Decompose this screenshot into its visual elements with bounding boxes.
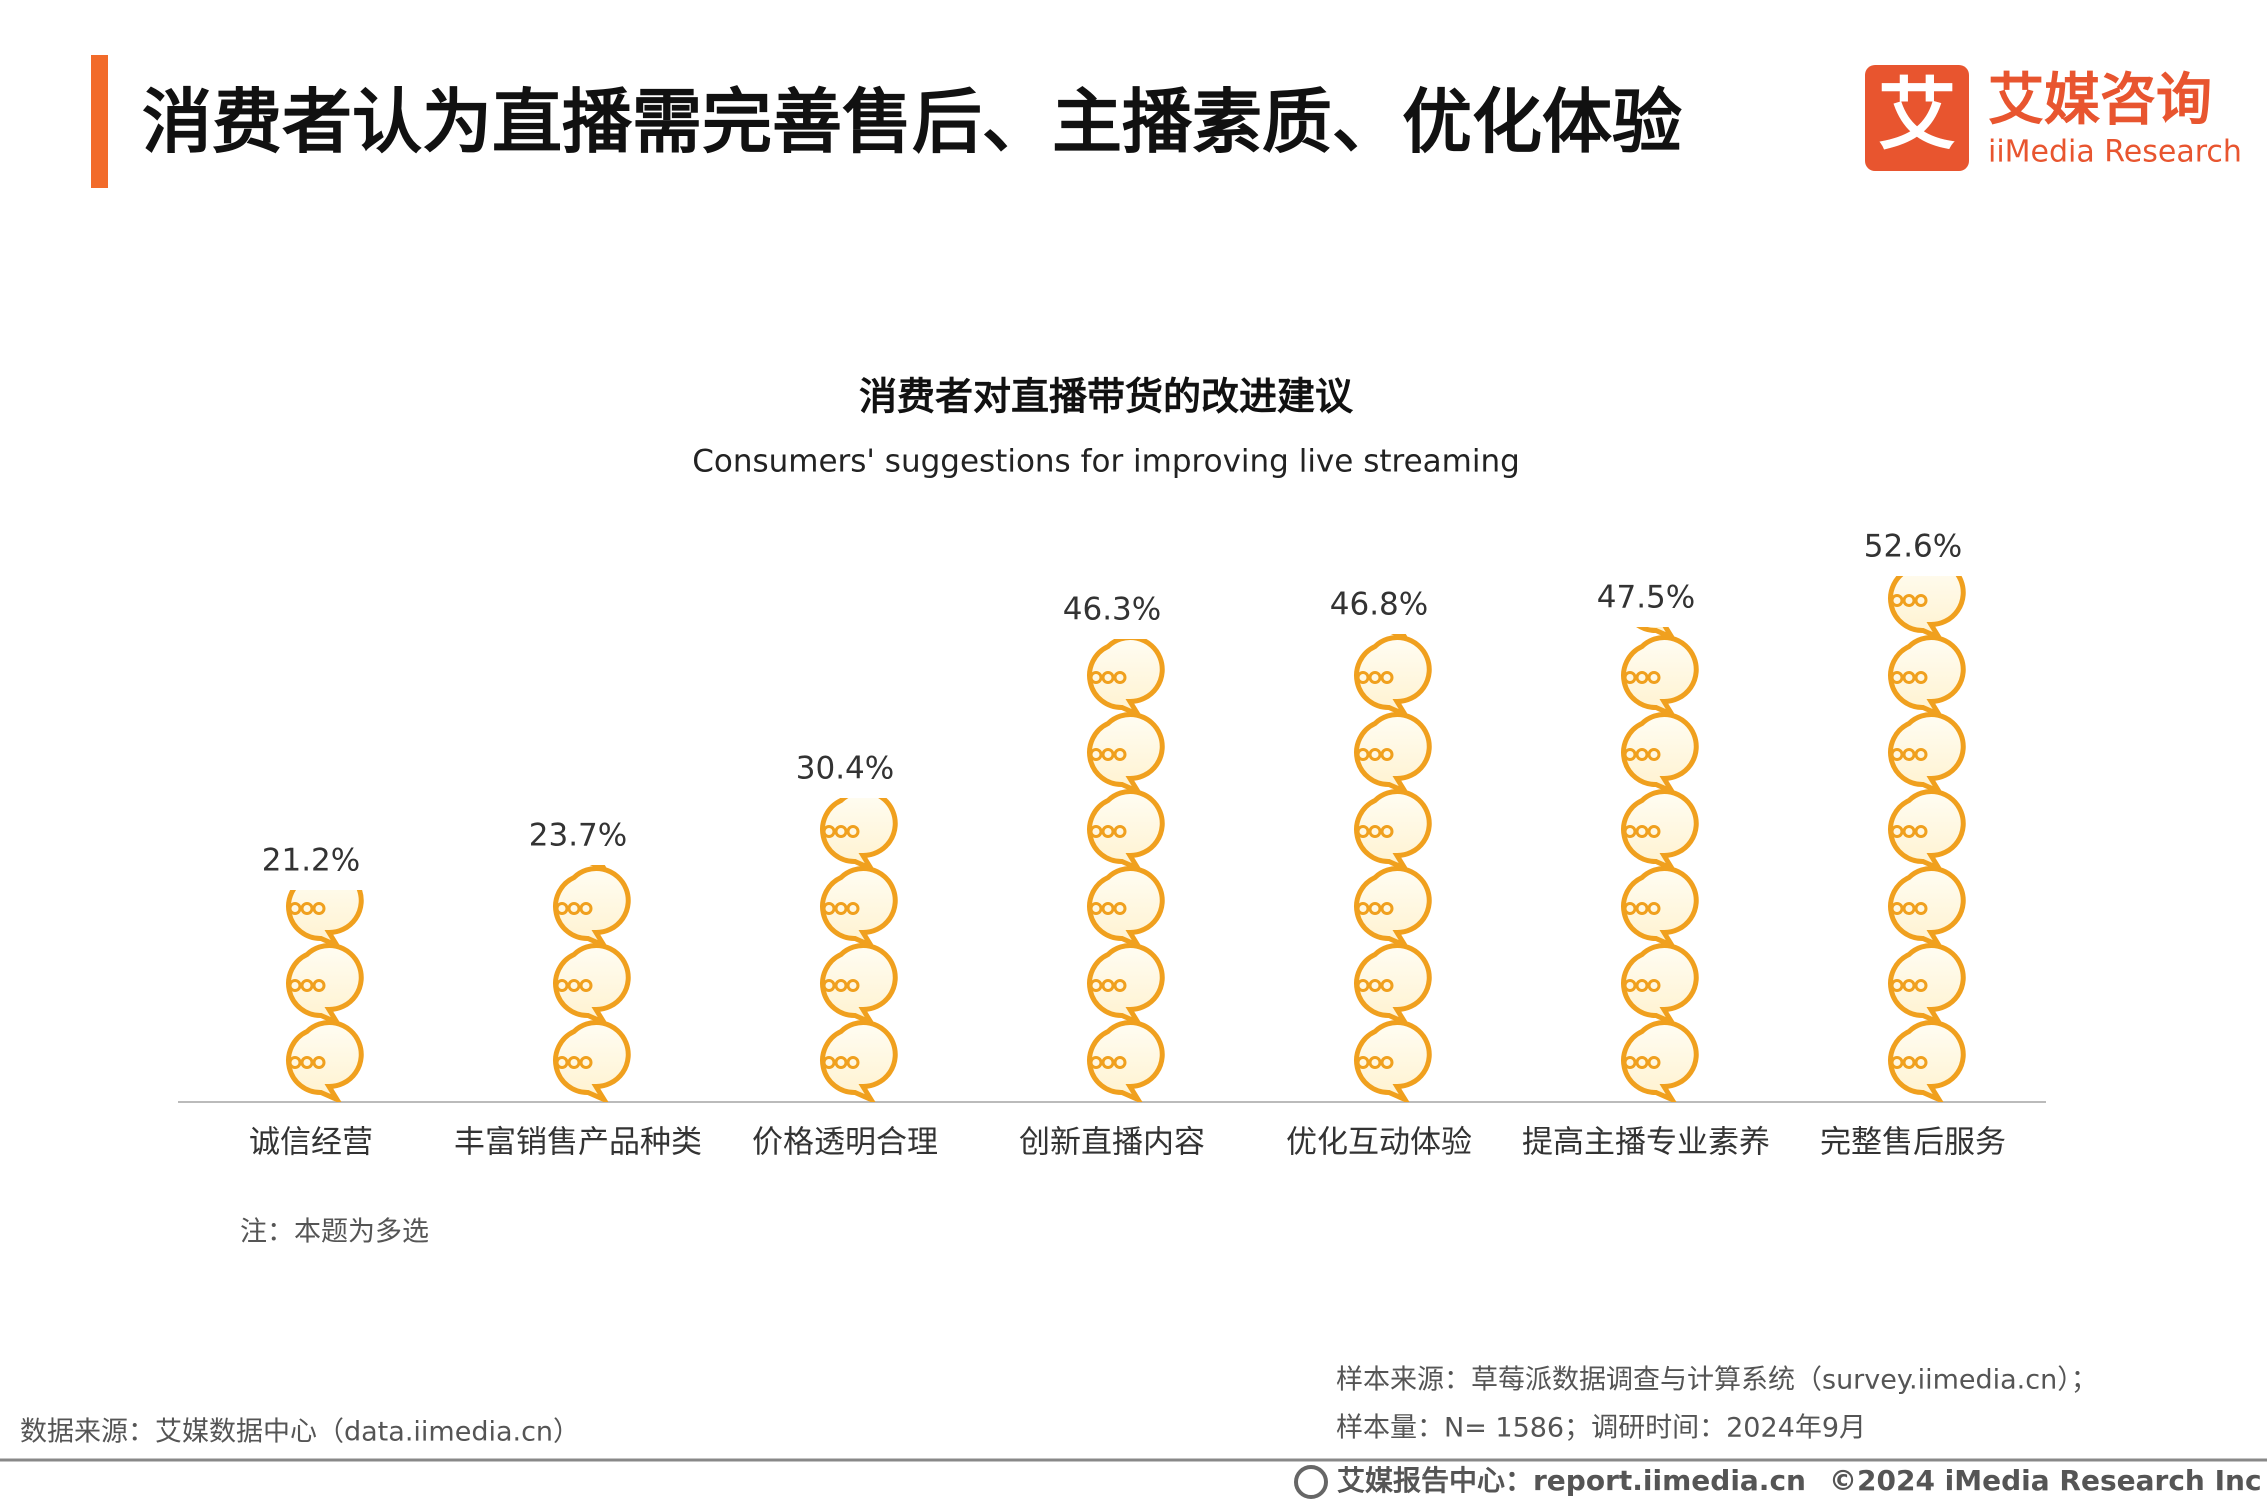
bubble-icon — [289, 1023, 362, 1100]
value-label: 52.6% — [1864, 529, 1962, 565]
source-left: 数据来源：艾媒数据中心（data.iimedia.cn） — [20, 1417, 580, 1448]
pictograph-bar — [289, 869, 362, 1100]
bubble-icon — [1357, 869, 1430, 946]
value-label: 30.4% — [796, 751, 894, 787]
bubble-icon — [1357, 1023, 1430, 1100]
bubble-icon — [556, 869, 629, 946]
value-label: 21.2% — [262, 843, 360, 879]
chart-title: 消费者对直播带货的改进建议 — [859, 375, 1354, 419]
bubble-icon — [1090, 792, 1163, 869]
bubble-icon — [1891, 869, 1964, 946]
bubble-icon — [1891, 715, 1964, 792]
bubble-icon — [1891, 792, 1964, 869]
pictograph-bar — [823, 792, 896, 1100]
logo-cn: 艾媒咨询 — [1988, 68, 2212, 133]
bubble-icon — [823, 1023, 896, 1100]
bubble-icon — [1624, 946, 1697, 1023]
bubble-icon — [289, 946, 362, 1023]
bubble-icon — [1090, 869, 1163, 946]
bubble-icon — [1090, 715, 1163, 792]
bubble-icon — [823, 869, 896, 946]
x-tick-label: 提高主播专业素养 — [1522, 1125, 1770, 1161]
value-label: 46.8% — [1330, 587, 1428, 623]
x-tick-label: 创新直播内容 — [1019, 1125, 1205, 1161]
x-tick-label: 优化互动体验 — [1286, 1125, 1472, 1161]
source-right: 样本来源：草莓派数据调查与计算系统（survey.iimedia.cn）； — [1336, 1365, 2098, 1396]
pictograph-bar — [1891, 561, 1964, 1100]
footer-icon — [1294, 1465, 1328, 1499]
x-tick-label: 丰富销售产品种类 — [454, 1125, 702, 1161]
logo-mark: 艾 — [1878, 70, 1956, 160]
x-tick-label: 价格透明合理 — [752, 1125, 938, 1161]
pictograph-bar — [1357, 561, 1430, 1100]
value-label: 23.7% — [529, 818, 627, 854]
value-label: 46.3% — [1063, 592, 1161, 628]
bubble-icon — [1624, 715, 1697, 792]
bubble-icon — [1891, 946, 1964, 1023]
chart-subtitle: Consumers' suggestions for improving liv… — [692, 444, 1520, 480]
footer-copyright: ©2024 iMedia Research Inc — [1829, 1464, 2262, 1497]
bubble-icon — [289, 869, 362, 946]
note: 注：本题为多选 — [240, 1217, 429, 1248]
bubble-icon — [1090, 1023, 1163, 1100]
bubble-icon — [823, 946, 896, 1023]
bubble-icon — [1624, 869, 1697, 946]
footer-report: 艾媒报告中心：report.iimedia.cn — [1337, 1464, 1806, 1497]
bubble-icon — [556, 946, 629, 1023]
bubble-icon — [556, 1023, 629, 1100]
page-title: 消费者认为直播需完善售后、主播素质、优化体验 — [142, 81, 1682, 163]
bubble-icon — [1891, 638, 1964, 715]
x-tick-label: 完整售后服务 — [1820, 1125, 2006, 1161]
source-right: 样本量：N= 1586；调研时间：2024年9月 — [1336, 1413, 1866, 1444]
logo-mark-bg — [1865, 65, 1969, 171]
bubble-icon — [1624, 792, 1697, 869]
logo-en: iiMedia Research — [1988, 135, 2242, 170]
bubble-icon — [1357, 715, 1430, 792]
bubble-icon — [1891, 1023, 1964, 1100]
bubble-icon — [1090, 946, 1163, 1023]
title-accent — [91, 55, 108, 188]
value-label: 47.5% — [1597, 580, 1695, 616]
bubble-icon — [1624, 1023, 1697, 1100]
x-tick-label: 诚信经营 — [249, 1125, 373, 1161]
bubble-icon — [1357, 946, 1430, 1023]
pictograph-bar — [1624, 561, 1697, 1100]
pictograph-bar — [1090, 561, 1163, 1100]
bubble-icon — [1357, 792, 1430, 869]
bubble-icon — [1357, 638, 1430, 715]
bubble-icon — [1891, 561, 1964, 638]
bubble-icon — [823, 792, 896, 869]
bubble-icon — [1624, 638, 1697, 715]
bubble-icon — [1090, 638, 1163, 715]
